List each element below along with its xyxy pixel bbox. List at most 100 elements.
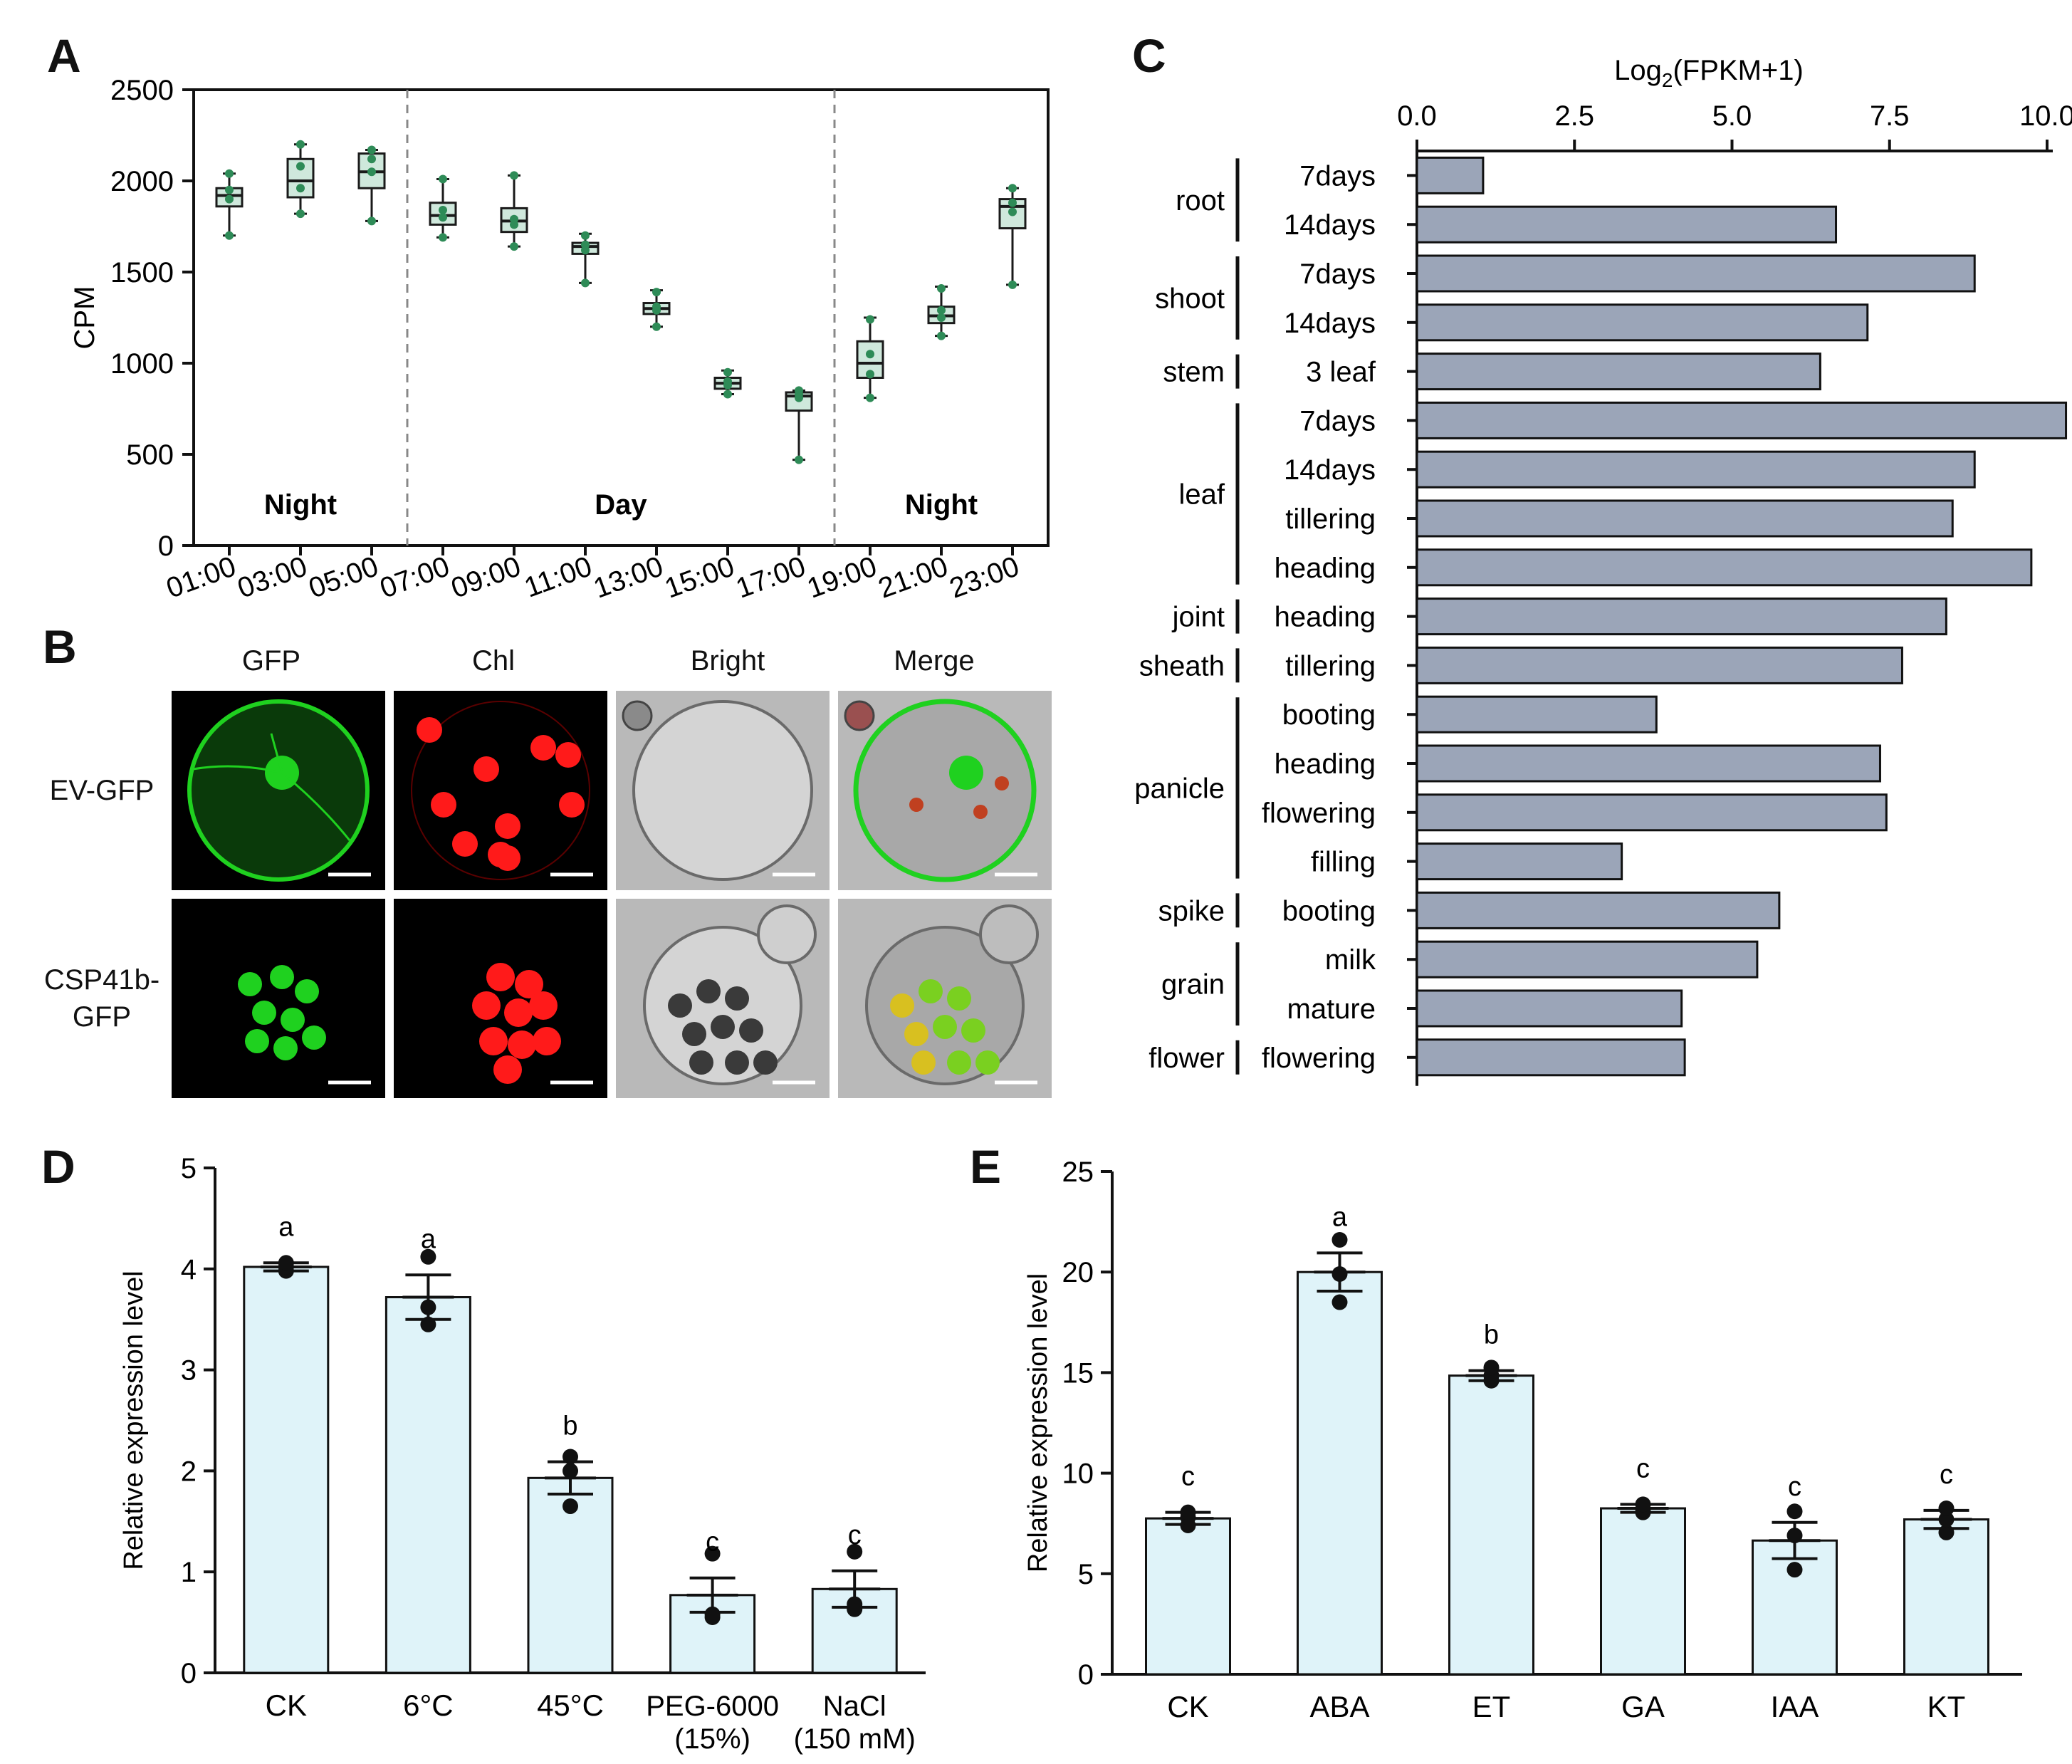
stage-label: milk [1325,944,1376,976]
x-tick-label: ABA [1309,1690,1369,1723]
merge-chloroplast [911,1050,936,1075]
x-tick-label: 15:00 [661,550,738,605]
x-tick-label: GA [1621,1690,1665,1723]
data-point [723,390,732,399]
merge-chloroplast [904,1022,928,1046]
chl-chloroplast [555,742,581,768]
data-point [937,331,946,340]
y-tick-label: 1500 [110,257,174,288]
merge-chloroplast [947,1050,971,1075]
significance-letter: b [563,1411,577,1441]
merge-nucleus [949,756,983,790]
micrograph-tile-r1-c1 [172,691,385,890]
x-tick-label: 23:00 [946,550,1023,605]
data-point [225,185,234,194]
data-point [1483,1359,1500,1376]
stage-label: flowering [1262,1043,1376,1074]
bright-chloroplast [711,1015,735,1039]
panel-d-barchart: 0 1 2 3 4 5 Relative expression level a CK a 6°C b 4… [119,1153,926,1755]
data-point [296,184,305,193]
micro-col-merge: Merge [894,645,975,677]
x-tick-label: NaCl [823,1691,886,1722]
x-tick-label: 11:00 [520,550,596,604]
data-point [225,194,234,204]
group-label: spike [1158,895,1225,927]
panel-e-letter: E [970,1140,1002,1193]
panel-a-letter: A [47,29,81,82]
bright-chloroplast [739,1018,763,1043]
bar-sheath-tillering [1416,646,1903,684]
period-label: Night [905,489,978,521]
bar-shoot-14days [1416,303,1869,342]
significance-letter: a [278,1212,294,1242]
data-point [439,205,447,214]
x-tick-label: 10.0 [2019,100,2072,132]
x-tick-label: 0.0 [1397,100,1437,132]
bright-chloroplast [725,986,749,1011]
x-tick-label: 6°C [403,1689,454,1722]
chl-chloroplast [493,1055,522,1084]
data-point [866,350,874,359]
bar-GA [1600,1507,1686,1676]
stage-label: 14days [1284,308,1376,339]
chl-chloroplast [417,717,442,743]
data-point [704,1545,721,1562]
gfp-chloroplast [252,1001,276,1025]
merge-small-cell [844,700,875,731]
data-point [1008,198,1017,207]
x-tick-label: CK [266,1689,307,1722]
micro-row-ev-gfp: EV-GFP [49,775,155,806]
gfp-strands [192,733,351,841]
x-tick-label: 07:00 [376,550,454,605]
data-point [847,1543,863,1560]
gfp-chloroplast [245,1029,269,1053]
data-point [278,1255,294,1271]
chl-chloroplast [486,963,515,991]
bar-IAA [1752,1539,1838,1676]
bar-panicle-heading [1416,744,1881,783]
data-point [563,1498,578,1515]
data-point [581,240,590,249]
gfp-chloroplast [238,972,262,996]
stage-label: heading [1275,602,1376,633]
data-point [1331,1294,1348,1310]
gfp-cell [187,699,370,882]
chl-chloroplast [452,831,478,857]
x-tick-label: IAA [1771,1690,1819,1723]
data-point [296,162,305,171]
chl-chloroplast [472,991,501,1020]
bright-chloroplast [725,1050,749,1075]
y-tick-label: 500 [126,439,174,471]
data-point [581,278,590,288]
data-point [420,1299,436,1315]
y-axis-label: Relative expression level [119,1270,149,1570]
data-point [563,1463,578,1479]
data-point [795,386,803,395]
data-point [1331,1232,1348,1248]
group-label: flower [1149,1043,1225,1074]
panel-d: D 0 1 2 3 4 5 Relative expression level a CK a 6°C… [0,1111,954,1764]
y-tick-label: 15 [1062,1357,1094,1389]
tile-background [172,899,385,1098]
data-point [1938,1511,1955,1528]
bright-small-cell [757,904,817,964]
bar-grain-milk [1416,940,1759,978]
group-label: sheath [1139,650,1225,682]
bright-chloroplast [696,979,721,1003]
bright-small-cell [622,700,653,731]
x-tick-label: (15%) [674,1723,750,1755]
micrograph-images [172,691,1052,1098]
bar-panicle-booting [1416,695,1658,734]
data-point [866,370,874,379]
x-tick-label: 17:00 [732,550,810,605]
x-tick-label: 13:00 [590,550,667,605]
x-tick-label: ET [1472,1690,1511,1723]
gfp-chloroplast [273,1036,298,1060]
bright-chloroplast [753,1050,778,1075]
y-tick-label: 2 [181,1456,197,1487]
panel-c: C Log2(FPKM+1) 0.0 2.5 5.0 7.5 10.0 7days 14day… [1068,0,2072,1111]
data-point [510,214,518,224]
data-point [937,313,946,322]
data-point [510,242,518,251]
y-tick-label: 1000 [110,348,174,380]
